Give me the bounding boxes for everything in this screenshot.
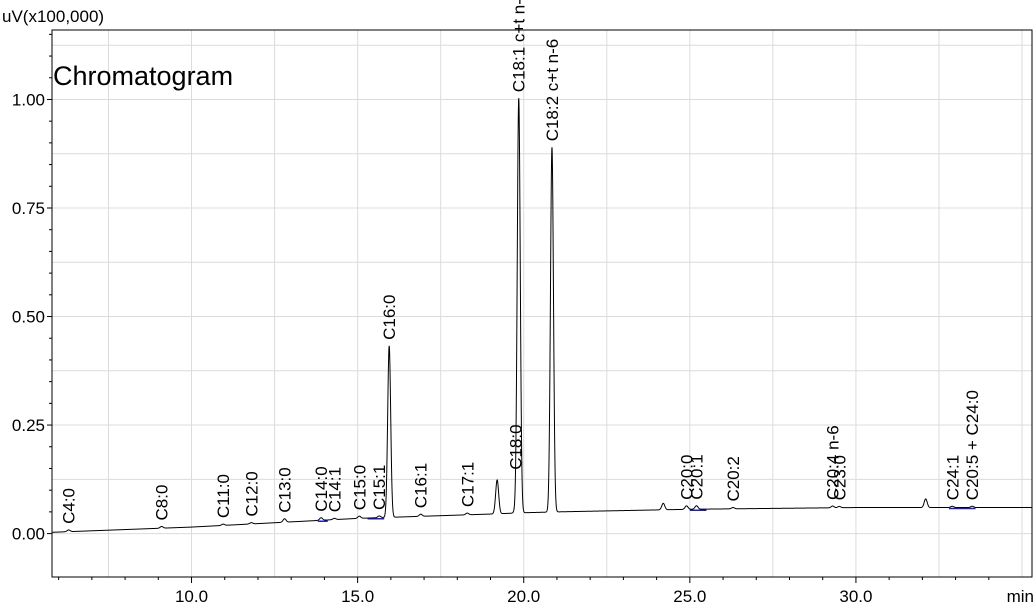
grid-lines [52, 30, 1032, 577]
peak-label: C17:1 [458, 462, 477, 507]
y-axis-title: uV(x100,000) [2, 7, 104, 26]
y-tick-label: 0.25 [12, 416, 45, 435]
y-tick-label: 0.75 [12, 199, 45, 218]
peak-label: C23:0 [830, 455, 849, 500]
y-tick-label: 0.50 [12, 308, 45, 327]
peak-label: C13:0 [276, 467, 295, 512]
peak-label: C4:0 [60, 488, 79, 524]
peak-label: C20:0 [678, 455, 697, 500]
integration-marks [317, 507, 976, 522]
peak-label: C8:0 [153, 485, 172, 521]
plot-frame [51, 29, 1033, 578]
x-tick-label: 20.0 [507, 587, 540, 606]
peak-label: C20:1 [688, 454, 707, 499]
x-axis-title: min [1007, 587, 1034, 606]
peak-label: C14:1 [325, 467, 344, 512]
peak-label: C11:0 [214, 474, 233, 518]
peak-label: C20:4 n-6 [824, 425, 843, 500]
peak-label: C16:0 [380, 295, 399, 340]
x-tick-label: 25.0 [673, 587, 706, 606]
peak-label: C15:0 [350, 465, 369, 510]
x-tick-label: 15.0 [341, 587, 374, 606]
peak-label: C15:1 [370, 465, 389, 510]
peak-label: C16:1 [412, 463, 431, 508]
peak-label: C24:1 [943, 455, 962, 500]
peak-label: C20:5 + C24:0 [963, 390, 982, 500]
y-tick-label: 1.00 [12, 90, 45, 109]
chromatogram-trace [52, 98, 1032, 533]
axis-ticks: 10.0 15.0 20.0 25.0 30.0 0.00 0.25 0.50 0.75 1.00 [12, 33, 990, 606]
peak-label: C18:0 [506, 424, 525, 469]
peak-label: C20:2 [724, 456, 743, 501]
y-tick-label: 0.00 [12, 525, 45, 544]
peak-label: C18:2 c+t n-6 [543, 39, 562, 142]
x-tick-label: 30.0 [839, 587, 872, 606]
chart-title: Chromatogram [53, 61, 233, 91]
peak-label: C14:0 [312, 466, 331, 511]
peak-label: C12:0 [242, 471, 261, 516]
peak-label: C18:1 c+t n-9 [510, 0, 529, 92]
x-tick-label: 10.0 [175, 587, 208, 606]
